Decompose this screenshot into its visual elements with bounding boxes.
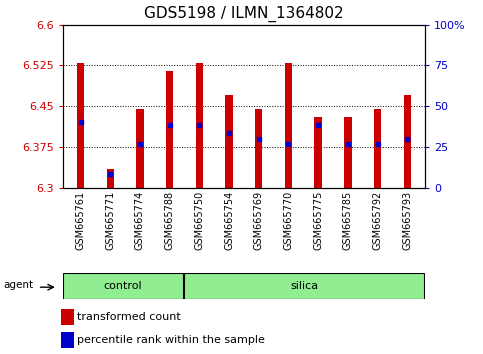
Bar bbox=[226, 95, 233, 188]
Bar bbox=[403, 95, 411, 188]
Text: percentile rank within the sample: percentile rank within the sample bbox=[77, 335, 265, 346]
Bar bbox=[60, 332, 73, 348]
Bar bbox=[77, 63, 85, 188]
Text: agent: agent bbox=[3, 280, 33, 290]
Bar bbox=[166, 71, 173, 188]
Bar bbox=[196, 63, 203, 188]
Bar bbox=[285, 63, 292, 188]
Title: GDS5198 / ILMN_1364802: GDS5198 / ILMN_1364802 bbox=[144, 6, 344, 22]
Bar bbox=[107, 169, 114, 188]
Text: control: control bbox=[104, 281, 142, 291]
Text: silica: silica bbox=[290, 281, 318, 291]
Text: transformed count: transformed count bbox=[77, 312, 181, 322]
Bar bbox=[374, 109, 381, 188]
Bar bbox=[63, 273, 183, 299]
Bar bbox=[60, 309, 73, 325]
Bar bbox=[314, 117, 322, 188]
Bar bbox=[184, 273, 425, 299]
Bar bbox=[344, 117, 352, 188]
Bar bbox=[136, 109, 144, 188]
Bar bbox=[255, 109, 262, 188]
